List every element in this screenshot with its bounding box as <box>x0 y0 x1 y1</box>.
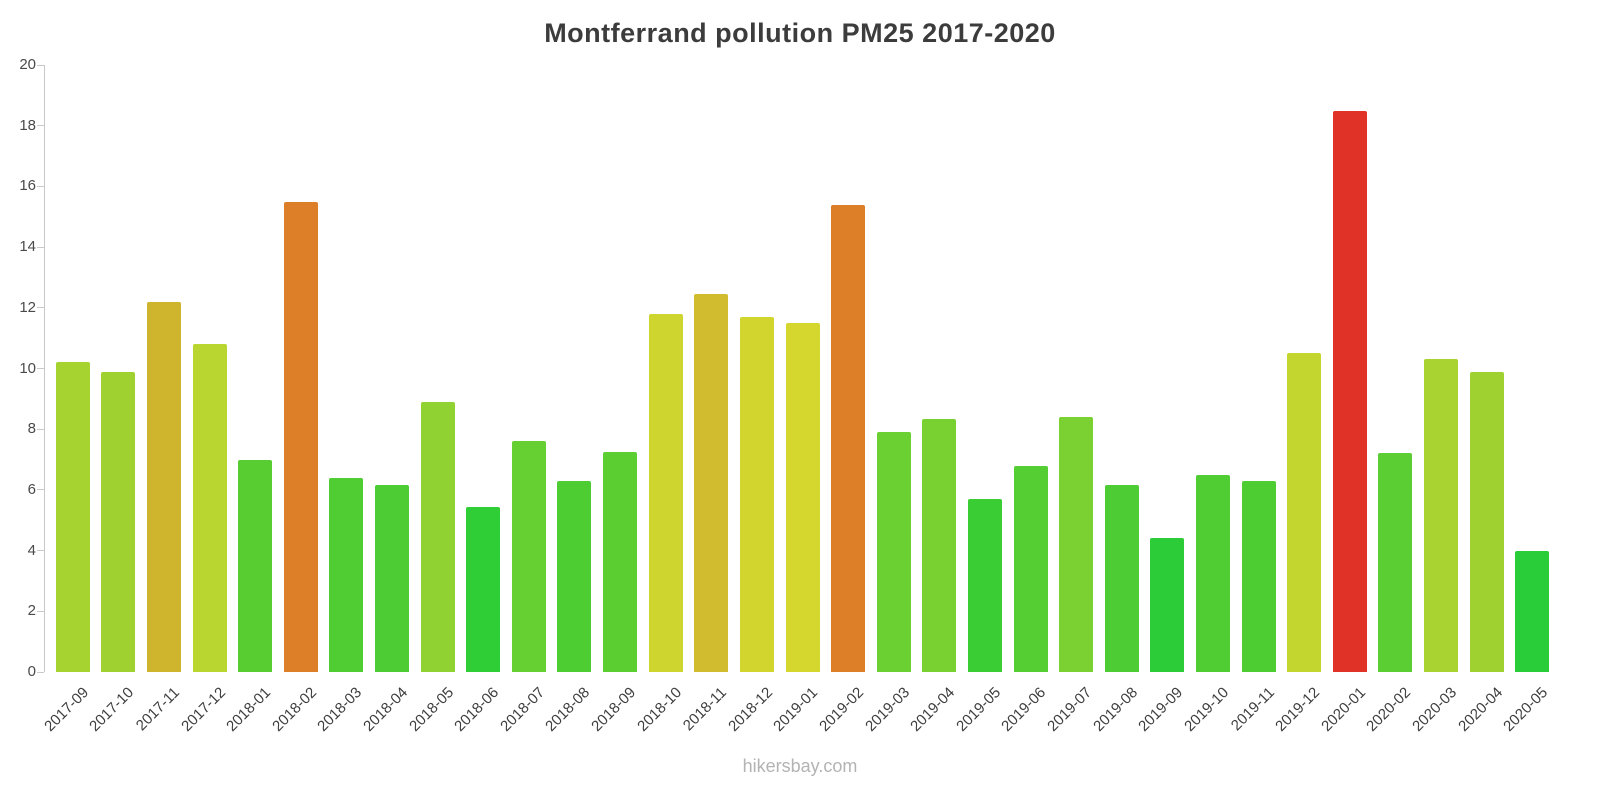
x-axis-label-2019-08: 2019-08 <box>1089 684 1141 735</box>
bar-2019-07[interactable] <box>1059 417 1094 672</box>
x-axis-label-2020-01: 2020-01 <box>1317 684 1369 735</box>
bar-2019-05[interactable] <box>967 499 1002 672</box>
y-axis-tick <box>37 307 44 309</box>
y-axis-label: 2 <box>27 602 36 620</box>
x-axis-label-2018-12: 2018-12 <box>724 684 776 735</box>
bar-2020-01[interactable] <box>1332 110 1367 672</box>
x-axis-label-2019-04: 2019-04 <box>907 684 959 735</box>
y-axis-label: 10 <box>19 359 36 377</box>
x-axis-label-2019-02: 2019-02 <box>816 684 868 735</box>
bar-2017-12[interactable] <box>192 344 227 672</box>
watermark-text: hikersbay.com <box>742 756 858 776</box>
bar-2018-08[interactable] <box>557 480 592 672</box>
bar-2018-02[interactable] <box>283 201 318 672</box>
y-axis-tick <box>37 64 44 66</box>
x-axis-label-2019-12: 2019-12 <box>1272 684 1324 735</box>
x-axis-label-2017-10: 2017-10 <box>86 684 138 735</box>
bar-2019-06[interactable] <box>1013 465 1048 672</box>
bar-2018-03[interactable] <box>329 477 364 672</box>
chart-title: Montferrand pollution PM25 2017-2020 <box>544 18 1056 48</box>
x-axis-label-2020-04: 2020-04 <box>1454 684 1506 735</box>
y-axis-tick <box>37 428 44 430</box>
y-axis-tick <box>37 185 44 187</box>
x-axis-label-2019-01: 2019-01 <box>770 684 822 735</box>
y-axis-tick <box>37 610 44 612</box>
y-axis-label: 20 <box>19 56 36 73</box>
bar-2019-01[interactable] <box>785 322 820 672</box>
y-axis-tick <box>37 550 44 552</box>
y-axis-label: 4 <box>27 541 36 559</box>
y-axis-label: 6 <box>27 480 36 498</box>
bar-2019-02[interactable] <box>831 204 866 672</box>
x-axis-label-2017-11: 2017-11 <box>132 684 184 735</box>
bar-2018-06[interactable] <box>466 506 501 672</box>
y-axis-tick <box>37 368 44 369</box>
bar-2018-09[interactable] <box>603 451 638 672</box>
y-axis-tick <box>37 246 44 248</box>
x-axis-label-2018-06: 2018-06 <box>451 684 503 735</box>
y-axis-label: 0 <box>27 663 36 680</box>
bar-2020-03[interactable] <box>1423 359 1458 672</box>
x-axis-label-2018-11: 2018-11 <box>680 684 731 735</box>
x-axis-label-2018-07: 2018-07 <box>496 684 548 735</box>
bar-2018-11[interactable] <box>694 294 729 672</box>
x-axis-label-2019-06: 2019-06 <box>998 684 1050 735</box>
y-axis-tick <box>37 125 44 127</box>
x-axis-label-2019-05: 2019-05 <box>953 684 1004 735</box>
x-axis-label-2018-02: 2018-02 <box>268 684 320 735</box>
x-axis-label-2018-03: 2018-03 <box>314 684 366 735</box>
bar-2018-12[interactable] <box>739 316 774 672</box>
bar-2019-11[interactable] <box>1241 480 1276 672</box>
x-axis-label-2018-09: 2018-09 <box>588 684 640 735</box>
bar-2020-04[interactable] <box>1469 371 1504 672</box>
y-axis-label: 12 <box>19 298 36 316</box>
bar-2019-08[interactable] <box>1104 485 1139 672</box>
x-axis-label-2019-03: 2019-03 <box>861 684 913 735</box>
bar-2018-07[interactable] <box>511 441 546 672</box>
y-axis-label: 8 <box>27 420 36 438</box>
bar-2019-03[interactable] <box>876 432 911 672</box>
y-axis-label: 18 <box>19 116 36 134</box>
y-axis-line <box>44 65 45 672</box>
x-axis-label-2017-09: 2017-09 <box>40 684 92 735</box>
x-axis-label-2019-07: 2019-07 <box>1044 684 1096 735</box>
x-axis-label-2018-10: 2018-10 <box>633 684 685 735</box>
x-axis-label-2020-03: 2020-03 <box>1409 684 1461 735</box>
x-axis-label-2018-08: 2018-08 <box>542 684 594 735</box>
x-axis-label-2019-10: 2019-10 <box>1181 684 1232 735</box>
bar-2020-02[interactable] <box>1378 453 1413 672</box>
y-axis-tick <box>37 671 44 673</box>
x-axis-label-2019-09: 2019-09 <box>1135 684 1187 735</box>
bar-2018-04[interactable] <box>375 485 410 672</box>
bar-2019-10[interactable] <box>1195 474 1230 672</box>
y-axis-label: 16 <box>19 177 36 195</box>
x-axis-label-2017-12: 2017-12 <box>177 684 229 735</box>
bar-2019-12[interactable] <box>1287 353 1322 672</box>
bar-2019-04[interactable] <box>922 418 957 672</box>
y-axis-tick <box>37 489 44 491</box>
bar-2018-05[interactable] <box>420 401 455 672</box>
x-axis-label-2019-11: 2019-11 <box>1227 684 1278 735</box>
bar-2018-10[interactable] <box>648 313 683 672</box>
x-axis-label-2018-05: 2018-05 <box>405 684 457 735</box>
x-axis-label-2020-02: 2020-02 <box>1363 684 1415 735</box>
y-axis-label: 14 <box>19 238 36 256</box>
bar-2017-09[interactable] <box>55 362 90 672</box>
bar-2020-05[interactable] <box>1515 550 1550 672</box>
bar-2018-01[interactable] <box>238 459 273 672</box>
bar-2019-09[interactable] <box>1150 538 1185 672</box>
x-axis-label-2020-05: 2020-05 <box>1500 684 1552 735</box>
x-axis-label-2018-04: 2018-04 <box>360 684 412 735</box>
bar-2017-10[interactable] <box>101 371 136 672</box>
bar-2017-11[interactable] <box>147 301 181 672</box>
x-axis-label-2018-01: 2018-01 <box>223 684 275 735</box>
